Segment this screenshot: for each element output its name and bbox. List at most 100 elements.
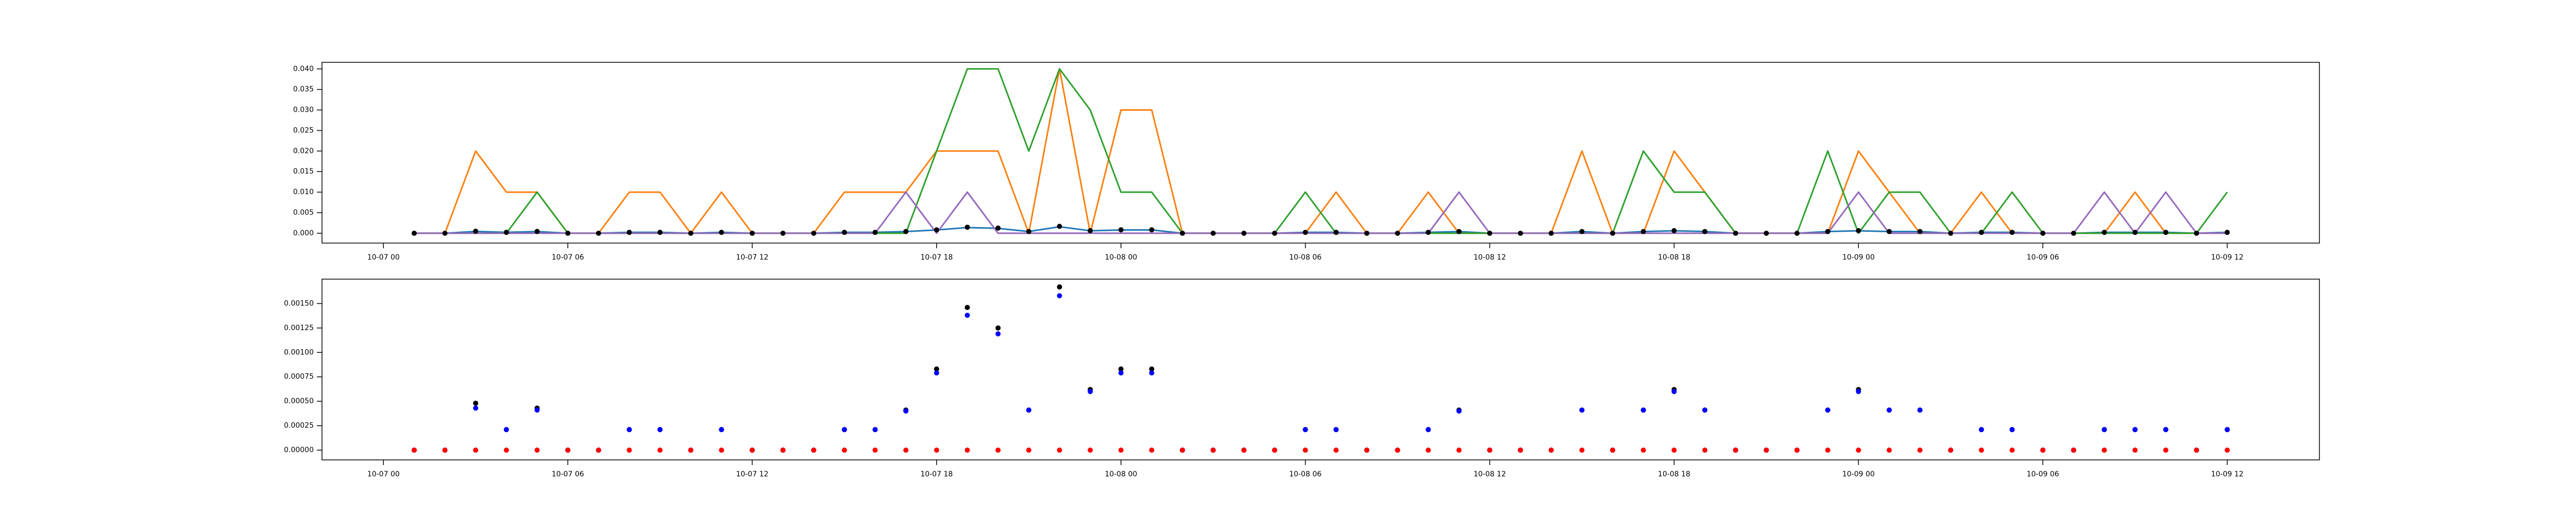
data-point (1149, 370, 1155, 376)
data-point (1886, 407, 1892, 413)
data-point (1610, 448, 1616, 453)
data-point (2040, 448, 2046, 453)
data-point (1057, 448, 1062, 453)
data-point (1978, 427, 1984, 433)
data-point (872, 448, 878, 453)
data-point (1088, 448, 1093, 453)
data-point (1333, 427, 1339, 433)
data-point (2009, 448, 2015, 453)
data-point (534, 407, 540, 413)
data-point (995, 331, 1001, 337)
data-point (2194, 230, 2199, 236)
data-point (411, 448, 417, 453)
x-tick-label: 10-07 18 (920, 470, 953, 478)
data-point (1548, 230, 1554, 236)
data-line (414, 68, 2228, 234)
data-point (1640, 407, 1646, 413)
data-point (872, 427, 878, 433)
data-point (657, 448, 663, 453)
data-point (411, 230, 417, 236)
x-tick-label: 10-08 18 (1658, 253, 1690, 262)
data-point (1149, 448, 1155, 453)
data-point (1456, 448, 1462, 453)
data-point (1456, 229, 1462, 234)
data-point (1302, 448, 1308, 453)
x-tick-label: 10-09 12 (2211, 253, 2244, 262)
y-tick-label: 0.020 (293, 147, 314, 155)
data-point (995, 448, 1001, 453)
data-point (2163, 448, 2168, 453)
data-point (2225, 448, 2230, 453)
data-point (1272, 230, 1278, 236)
data-point (596, 448, 601, 453)
x-tick-label: 10-08 00 (1105, 470, 1137, 478)
axes-frame (321, 62, 2320, 244)
data-point (750, 230, 755, 236)
axes-frame (321, 279, 2320, 460)
data-point (934, 370, 939, 376)
y-tick-label: 0.030 (293, 106, 314, 114)
data-point (626, 427, 632, 433)
y-tick-label: 0.010 (293, 188, 314, 196)
data-point (1948, 230, 1954, 236)
data-point (1395, 230, 1400, 236)
data-point (1118, 448, 1124, 453)
data-point (1302, 230, 1308, 235)
data-point (1333, 448, 1339, 453)
data-point (964, 448, 970, 453)
data-point (1057, 284, 1062, 290)
data-point (1456, 408, 1462, 414)
data-point (2163, 230, 2168, 235)
data-point (2225, 427, 2230, 433)
data-point (934, 227, 939, 233)
data-point (719, 230, 724, 235)
data-point (2102, 230, 2107, 235)
data-point (1671, 228, 1677, 233)
x-tick-label: 10-09 00 (1842, 253, 1875, 262)
data-point (1088, 389, 1093, 394)
data-point (1764, 448, 1769, 453)
data-point (1702, 448, 1708, 453)
data-point (473, 400, 479, 406)
x-tick-label: 10-07 00 (367, 253, 400, 262)
y-tick-label: 0.025 (293, 126, 314, 134)
data-point (1118, 227, 1124, 233)
data-point (903, 448, 909, 453)
x-tick-label: 10-08 12 (1473, 470, 1506, 478)
data-point (995, 325, 1001, 331)
data-point (780, 448, 786, 453)
y-tick-label: 0.00050 (284, 397, 314, 405)
data-point (503, 427, 509, 433)
y-tick-label: 0.00125 (284, 324, 314, 332)
data-point (903, 229, 909, 234)
y-tick-label: 0.000 (293, 229, 314, 237)
data-point (1794, 448, 1800, 453)
data-point (473, 405, 479, 411)
data-point (1856, 448, 1861, 453)
data-point (2071, 230, 2076, 236)
y-tick-label: 0.035 (293, 85, 314, 94)
subplot: 0.000 0.005 0.010 0.015 0.020 0.025 0.030 0.035… (293, 62, 2320, 262)
data-point (473, 448, 479, 453)
data-point (1856, 389, 1861, 394)
data-point (1302, 427, 1308, 433)
data-point (1702, 229, 1708, 234)
data-point (2071, 448, 2076, 453)
data-point (1426, 448, 1431, 453)
data-point (841, 230, 847, 235)
data-point (964, 305, 970, 311)
data-point (503, 230, 509, 235)
data-point (1118, 366, 1124, 372)
data-point (964, 225, 970, 230)
data-point (1487, 448, 1493, 453)
data-point (964, 313, 970, 318)
data-point (534, 229, 540, 234)
x-tick-label: 10-08 06 (1289, 253, 1321, 262)
data-point (1026, 229, 1031, 234)
data-point (503, 448, 509, 453)
data-point (1917, 448, 1923, 453)
data-point (2009, 230, 2015, 235)
data-point (1026, 448, 1031, 453)
x-tick-label: 10-08 00 (1105, 253, 1137, 262)
